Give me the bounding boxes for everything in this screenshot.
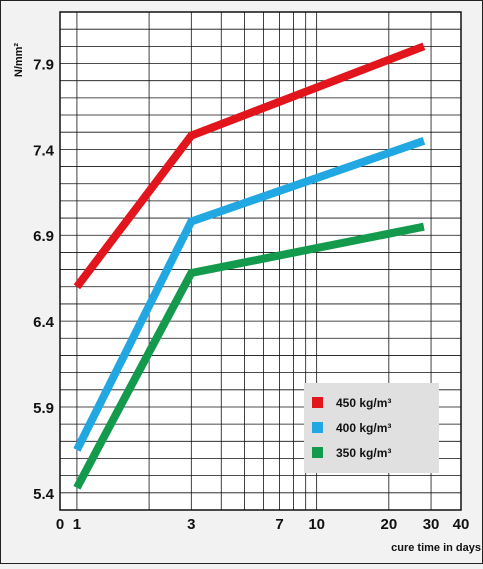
legend-swatch (312, 397, 323, 408)
legend-label: 450 kg/m³ (336, 396, 391, 410)
series-lines (73, 42, 426, 490)
legend-label: 350 kg/m³ (336, 446, 391, 460)
y-tick-label: 5.4 (33, 486, 55, 503)
x-tick-label: 3 (187, 516, 195, 533)
y-tick-label: 7.9 (33, 57, 54, 74)
x-tick-label: 0 (56, 516, 64, 533)
legend-label: 400 kg/m³ (336, 421, 391, 435)
y-tick-label: 5.9 (33, 400, 54, 417)
x-axis-label: cure time in days (391, 542, 481, 554)
y-axis-label: N/mm² (13, 43, 25, 78)
series-line-1 (73, 42, 426, 290)
y-tick-label: 6.4 (33, 314, 55, 331)
x-tick-label: 20 (380, 516, 397, 533)
series-line-3 (73, 222, 425, 490)
x-tick-label: 1 (73, 516, 81, 533)
tick-labels: 5.4 5.9 6.4 6.9 7.4 7.9 0 1 3 7 10 20 30 40 (33, 57, 469, 533)
legend: 450 kg/m³ 400 kg/m³ 350 kg/m³ (304, 383, 439, 473)
plot-border (59, 11, 462, 511)
y-tick-label: 7.4 (33, 142, 55, 159)
legend-box (304, 383, 439, 473)
x-tick-label: 7 (275, 516, 283, 533)
x-tick-label: 30 (423, 516, 440, 533)
x-tick-label: 10 (308, 516, 325, 533)
legend-swatch (312, 422, 323, 433)
series-line-2 (73, 137, 426, 452)
legend-swatch (312, 447, 323, 458)
x-tick-label: 40 (453, 516, 470, 533)
y-tick-label: 6.9 (33, 228, 54, 245)
